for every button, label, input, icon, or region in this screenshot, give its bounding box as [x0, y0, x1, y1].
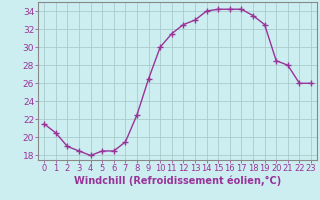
X-axis label: Windchill (Refroidissement éolien,°C): Windchill (Refroidissement éolien,°C) — [74, 176, 281, 186]
